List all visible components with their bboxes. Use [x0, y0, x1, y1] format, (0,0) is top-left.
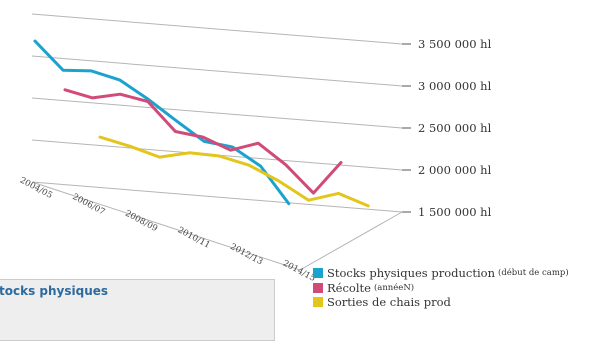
legend-label: Stocks physiques production [327, 266, 495, 281]
y-tick-label: 3 500 000 hl [418, 37, 492, 51]
y-tick-label: 1 500 000 hl [418, 205, 492, 219]
legend-label: Sorties de chais prod [327, 295, 451, 310]
series-line [98, 135, 370, 208]
series-line [33, 39, 291, 206]
legend-swatch [313, 282, 323, 293]
chart-legend: Stocks physiques production (début de cam… [313, 266, 603, 310]
x-tick-label: 2012/13 [228, 242, 264, 267]
x-tick-label: 2004/05 [18, 176, 54, 201]
y-tick-label: 2 500 000 hl [418, 121, 492, 135]
x-tick-label: 2006/07 [71, 192, 107, 217]
y-tick-label: 2 000 000 hl [418, 163, 492, 177]
legend-swatch [313, 297, 323, 308]
floor-front-edge [31, 181, 301, 271]
legend-label: Récolte [327, 280, 371, 295]
x-tick-label: 2014/15 [281, 259, 317, 284]
legend-item: Stocks physiques production (début de cam… [313, 266, 603, 281]
legend-swatch [313, 268, 323, 279]
chart-floor [31, 181, 403, 271]
floor-right-edge [299, 211, 403, 271]
chart-grid [31, 13, 411, 213]
gridline [31, 97, 403, 129]
chart: 3 500 000 hl 3 000 000 hl 2 500 000 hl 2 00… [18, 13, 492, 284]
legend-item: Sorties de chais prod [313, 295, 603, 310]
bottom-panel: tocks physiques [0, 279, 275, 341]
y-axis-ticks: 3 500 000 hl 3 000 000 hl 2 500 000 hl 2 00… [418, 37, 492, 219]
gridline [31, 55, 403, 87]
y-tick-label: 3 000 000 hl [418, 79, 492, 93]
legend-item: Récolte (annéeN) [313, 281, 603, 296]
legend-note: (annéeN) [373, 282, 415, 293]
chart-series [33, 39, 370, 208]
x-tick-label: 2010/11 [176, 225, 212, 250]
x-tick-label: 2008/09 [123, 209, 159, 234]
series-line [63, 88, 343, 195]
gridline [31, 13, 403, 45]
bottom-panel-title: tocks physiques [0, 284, 109, 298]
gridline [31, 181, 403, 213]
legend-note: (début de camp) [498, 268, 569, 279]
